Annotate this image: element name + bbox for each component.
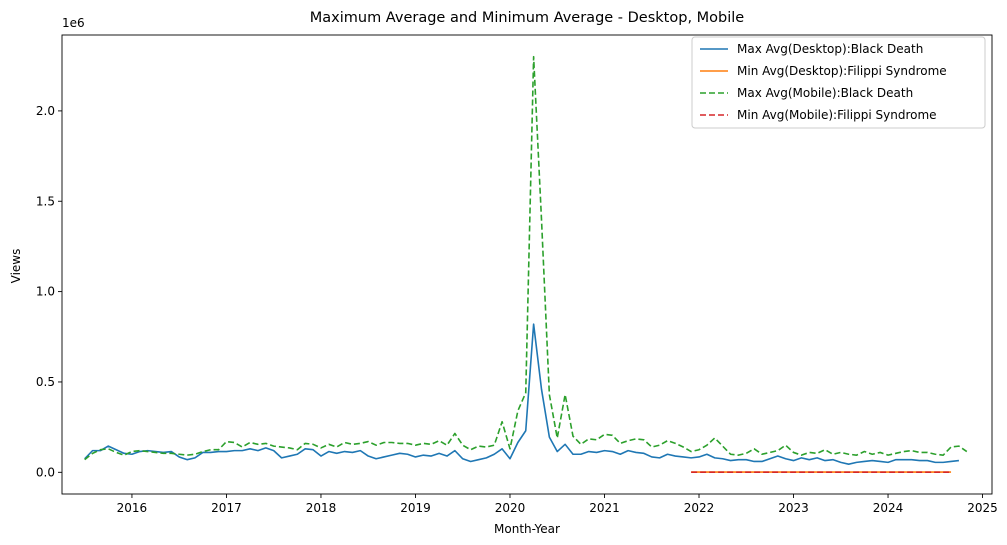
y-tick-label: 0.0: [36, 465, 55, 479]
x-tick-label: 2018: [306, 501, 337, 515]
y-tick-label: 1.5: [36, 194, 55, 208]
legend-label: Max Avg(Mobile):Black Death: [737, 86, 913, 100]
x-tick-label: 2019: [400, 501, 431, 515]
legend-box: [691, 36, 986, 129]
y-tick-label: 0.5: [36, 375, 55, 389]
legend-label: Max Avg(Desktop):Black Death: [737, 42, 923, 56]
y-tick-label: 2.0: [36, 104, 55, 118]
x-tick-label: 2022: [684, 501, 715, 515]
y-offset-label: 1e6: [62, 16, 85, 30]
x-tick-label: 2021: [589, 501, 620, 515]
x-axis-title: Month-Year: [494, 522, 560, 536]
x-tick-label: 2017: [211, 501, 242, 515]
plot-area: 2016 2017 2018 2019 2020 2021 2022 2023 2024 2025…: [36, 34, 998, 515]
x-tick-label: 2024: [873, 501, 904, 515]
series-line-1: [84, 323, 960, 465]
legend-label: Min Avg(Mobile):Filippi Syndrome: [737, 108, 937, 122]
x-tick-label: 2025: [967, 501, 998, 515]
axes-frame: [61, 34, 993, 495]
y-axis-title: Views: [9, 249, 23, 284]
series-line-3: [84, 55, 968, 461]
legend: Max Avg(Desktop):Black Death Min Avg(Desk…: [691, 36, 986, 129]
x-tick-label: 2020: [495, 501, 526, 515]
x-tick-label: 2016: [117, 501, 148, 515]
x-tick-label: 2023: [778, 501, 809, 515]
y-tick-label: 1.0: [36, 285, 55, 299]
chart-title: Maximum Average and Minimum Average - De…: [310, 10, 745, 26]
legend-label: Min Avg(Desktop):Filippi Syndrome: [737, 64, 947, 78]
